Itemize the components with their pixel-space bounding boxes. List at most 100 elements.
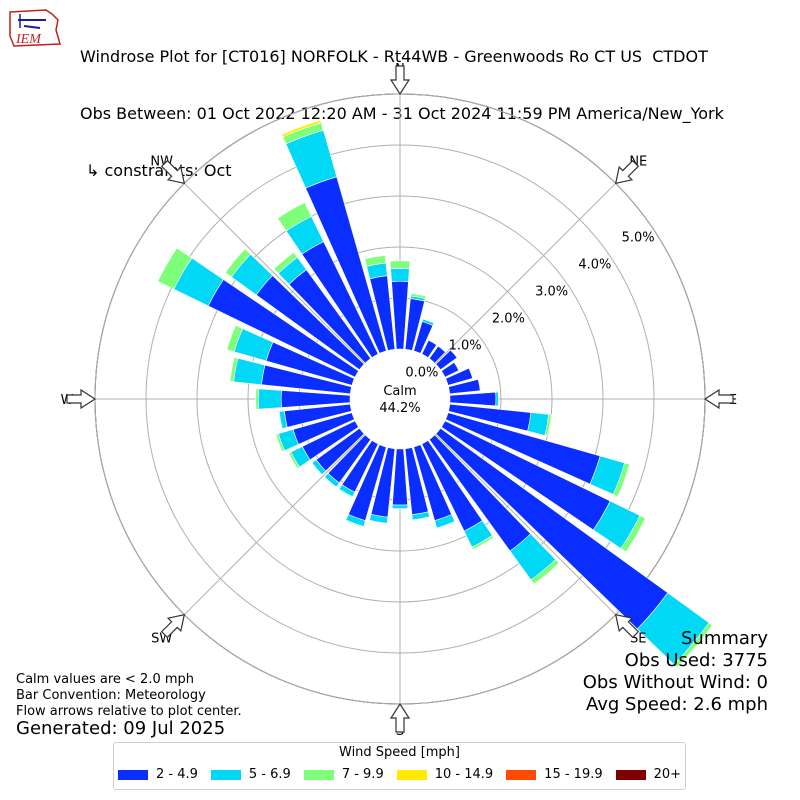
windrose-bar-segment: [389, 260, 411, 270]
legend-items: 2 - 4.9 5 - 6.9 7 - 9.9 10 - 14.9 15 - 19.9 2…: [118, 767, 694, 782]
windrose-bar-segment: [364, 255, 387, 267]
flow-arrow-shape: [614, 613, 640, 639]
windrose-bar-segment: [421, 318, 435, 326]
bar-convention-note: Bar Convention: Meteorology: [16, 688, 206, 703]
flow-arrow-icon: [614, 613, 640, 639]
legend-label: 2 - 4.9: [156, 767, 198, 782]
windrose-bar-segment: [390, 268, 410, 282]
legend-swatch: [506, 769, 537, 780]
windrose-bar-segment: [288, 451, 300, 469]
windrose-bar-segment: [612, 462, 630, 497]
legend-item: 10 - 14.9: [396, 767, 494, 782]
radial-tick-label: 2.0%: [492, 311, 525, 326]
windrose-bar-segment: [275, 433, 285, 453]
legend-item: 5 - 6.9: [210, 767, 291, 782]
flow-arrow-icon: [703, 388, 734, 410]
windrose-bar-segment: [338, 488, 353, 499]
windrose-bar-segment: [278, 410, 288, 429]
windrose-bar-segment: [255, 388, 259, 410]
grid-spoke: [183, 434, 365, 616]
flow-arrow-icon: [614, 159, 640, 185]
grid-spoke: [435, 182, 617, 364]
legend-title: Wind Speed [mph]: [339, 745, 460, 760]
windrose-bar-segment: [434, 514, 456, 529]
legend-item: 20+: [615, 767, 682, 782]
windrose-bar-segment: [411, 511, 430, 521]
title-line-2: Obs Between: 01 Oct 2022 12:20 AM - 31 O…: [80, 104, 724, 123]
radial-tick-label: 1.0%: [449, 338, 482, 353]
flow-arrow-shape: [66, 388, 97, 410]
windrose-bar-segment: [157, 247, 193, 290]
windrose-bar-segment: [369, 513, 389, 524]
windrose-bar-segment: [544, 414, 552, 437]
flow-arrow-shape: [389, 702, 411, 733]
windrose-bar-segment: [495, 391, 499, 407]
legend-swatch: [396, 769, 427, 780]
legend-item: 2 - 4.9: [118, 767, 198, 782]
calm-circle: [350, 349, 450, 449]
windrose-bar-segment: [229, 357, 239, 383]
flow-arrow-icon: [389, 702, 411, 733]
windrose-bar-segment: [233, 357, 266, 386]
windrose-bar-segment: [673, 622, 713, 668]
legend-label: 15 - 19.9: [544, 767, 603, 782]
flow-arrow-icon: [160, 613, 186, 639]
flow-arrow-icon: [389, 65, 411, 96]
radial-tick-label: 5.0%: [622, 230, 655, 245]
legend-swatch: [303, 769, 334, 780]
calm-value: 44.2%: [379, 401, 420, 416]
grid-spoke: [435, 434, 617, 616]
flow-arrow-shape: [160, 159, 186, 185]
legend-label: 20+: [653, 767, 682, 782]
windrose-bar-segment: [530, 559, 560, 585]
radial-tick-label: 4.0%: [578, 257, 611, 272]
windrose-bar-segment: [345, 519, 365, 528]
legend-swatch: [615, 769, 646, 780]
windrose-bar-segment: [224, 248, 251, 278]
flow-arrow-icon: [160, 159, 186, 185]
radial-tick-label: 3.0%: [535, 284, 568, 299]
generated-date: Generated: 09 Jul 2025: [16, 718, 226, 739]
legend-item: 7 - 9.9: [303, 767, 384, 782]
windrose-bar-segment: [449, 391, 497, 407]
windrose-bar-segment: [392, 448, 408, 506]
windrose-bar-segment: [311, 459, 327, 476]
windrose-bar-segment: [391, 280, 409, 350]
legend-label: 10 - 14.9: [434, 767, 494, 782]
windrose-bar-segment: [391, 504, 409, 509]
summary-box: Summary Obs Used: 3775 Obs Without Wind:…: [583, 628, 768, 716]
windrose-bar-segment: [471, 535, 495, 550]
calm-note: Calm values are < 2.0 mph: [16, 672, 195, 687]
calm-label: Calm: [383, 384, 416, 399]
flow-arrow-shape: [389, 65, 411, 96]
chart-title: Windrose Plot for [CT016] NORFOLK - Rt44…: [80, 9, 724, 218]
notes: Calm values are < 2.0 mph Bar Convention…: [16, 672, 242, 720]
flow-arrow-icon: [66, 388, 97, 410]
legend-item: 15 - 19.9: [506, 767, 603, 782]
grid-spoke: [183, 182, 365, 364]
radial-tick-label: 0.0%: [405, 366, 438, 381]
summary-avg-speed: Avg Speed: 2.6 mph: [586, 694, 768, 715]
legend-label: 5 - 6.9: [248, 767, 291, 782]
flow-arrow-shape: [703, 388, 734, 410]
flow-arrow-shape: [160, 613, 186, 639]
summary-heading: Summary: [681, 628, 768, 649]
windrose-bar-segment: [323, 472, 340, 488]
windrose-bar-segment: [257, 388, 282, 410]
summary-obs-used: Obs Used: 3775: [624, 650, 768, 671]
windrose-bar-segment: [226, 325, 244, 353]
legend-swatch: [210, 769, 241, 780]
windrose-bar-segment: [620, 515, 646, 553]
flow-arrows-note: Flow arrows relative to plot center.: [16, 704, 242, 719]
logo-text: IEM: [15, 32, 42, 47]
iem-logo: IEM: [9, 9, 61, 47]
windrose-bar-segment: [273, 251, 298, 274]
summary-obs-without-wind: Obs Without Wind: 0: [582, 672, 768, 693]
windrose-bar-segment: [281, 120, 322, 138]
title-line-1: Windrose Plot for [CT016] NORFOLK - Rt44…: [80, 47, 708, 66]
legend-swatch: [118, 769, 148, 780]
flow-arrow-shape: [614, 159, 640, 185]
legend: Wind Speed [mph] 2 - 4.9 5 - 6.9 7 - 9.9 10…: [113, 742, 686, 790]
